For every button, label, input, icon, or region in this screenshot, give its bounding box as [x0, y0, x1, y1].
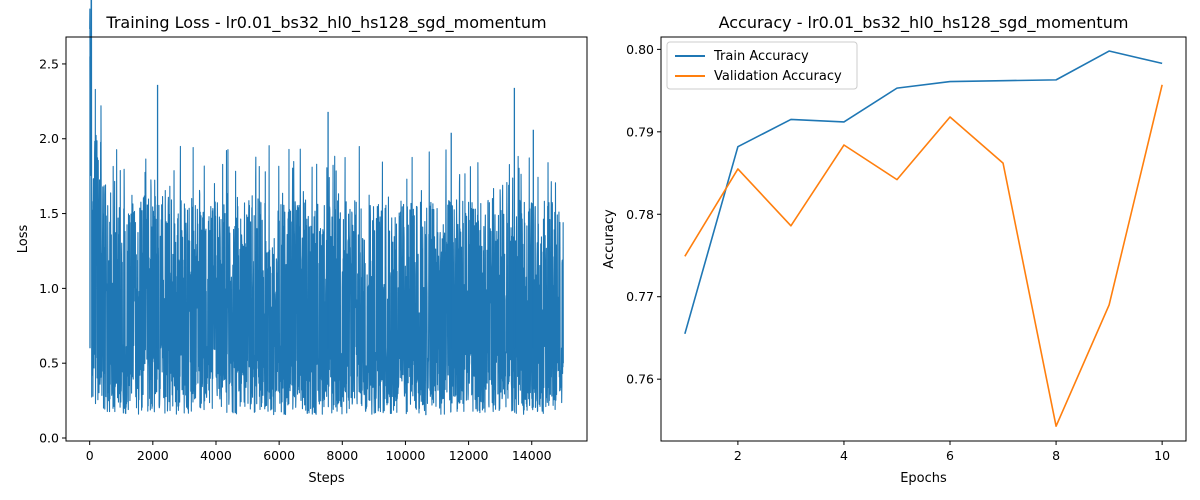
y-tick-label: 2.5: [39, 56, 59, 71]
x-tick-label: 4000: [200, 448, 232, 463]
x-tick-label: 12000: [449, 448, 489, 463]
loss-y-axis-label: Loss: [16, 225, 31, 254]
accuracy-y-ticks: 0.76 0.77 0.78 0.79 0.80: [626, 42, 661, 387]
accuracy-x-axis-label: Epochs: [900, 471, 947, 486]
accuracy-chart: 2 4 6 8 10 0.76 0.77 0.78 0.79 0.80 Accuracy - l…: [602, 13, 1187, 486]
loss-x-axis-label: Steps: [308, 471, 345, 486]
loss-series: [89, 0, 564, 416]
loss-chart: 0 2000 4000 6000 8000 10000 12000 14000 0.0 0.5 1…: [16, 0, 588, 486]
y-tick-label: 0.80: [626, 42, 654, 57]
x-tick-label: 6: [946, 448, 954, 463]
x-tick-label: 14000: [512, 448, 552, 463]
y-tick-label: 0.77: [626, 289, 654, 304]
loss-x-ticks: 0 2000 4000 6000 8000 10000 12000 14000: [86, 441, 552, 463]
x-tick-label: 8000: [326, 448, 358, 463]
legend-frame: [666, 41, 858, 90]
y-tick-label: 1.5: [39, 206, 59, 221]
validation-accuracy-line: [684, 84, 1163, 427]
train-accuracy-line: [684, 50, 1163, 335]
accuracy-legend: Train Accuracy Validation Accuracy: [666, 41, 858, 90]
loss-y-ticks: 0.0 0.5 1.0 1.5 2.0 2.5: [39, 56, 66, 446]
x-tick-label: 8: [1052, 448, 1060, 463]
y-tick-label: 0.76: [626, 372, 654, 387]
legend-label-train-accuracy: Train Accuracy: [713, 49, 809, 64]
y-tick-label: 0.0: [39, 431, 59, 446]
accuracy-chart-title: Accuracy - lr0.01_bs32_hl0_hs128_sgd_mom…: [719, 13, 1129, 33]
x-tick-label: 2000: [137, 448, 169, 463]
x-tick-label: 10: [1154, 448, 1170, 463]
x-tick-label: 2: [734, 448, 742, 463]
x-tick-label: 4: [840, 448, 848, 463]
accuracy-series: [684, 50, 1163, 427]
y-tick-label: 2.0: [39, 131, 59, 146]
y-tick-label: 0.5: [39, 356, 59, 371]
accuracy-axes-frame: [660, 36, 1187, 442]
accuracy-plot-area: [661, 37, 1186, 441]
y-tick-label: 0.79: [626, 124, 654, 139]
accuracy-x-ticks: 2 4 6 8 10: [734, 441, 1170, 463]
loss-axes-frame: [65, 36, 588, 442]
y-tick-label: 1.0: [39, 281, 59, 296]
accuracy-y-axis-label: Accuracy: [602, 209, 617, 269]
loss-raw-trace: [89, 0, 564, 416]
y-tick-label: 0.78: [626, 207, 654, 222]
loss-chart-title: Training Loss - lr0.01_bs32_hl0_hs128_sg…: [105, 13, 546, 33]
x-tick-label: 6000: [263, 448, 295, 463]
legend-label-validation-accuracy: Validation Accuracy: [714, 69, 842, 84]
x-tick-label: 10000: [386, 448, 426, 463]
x-tick-label: 0: [86, 448, 94, 463]
